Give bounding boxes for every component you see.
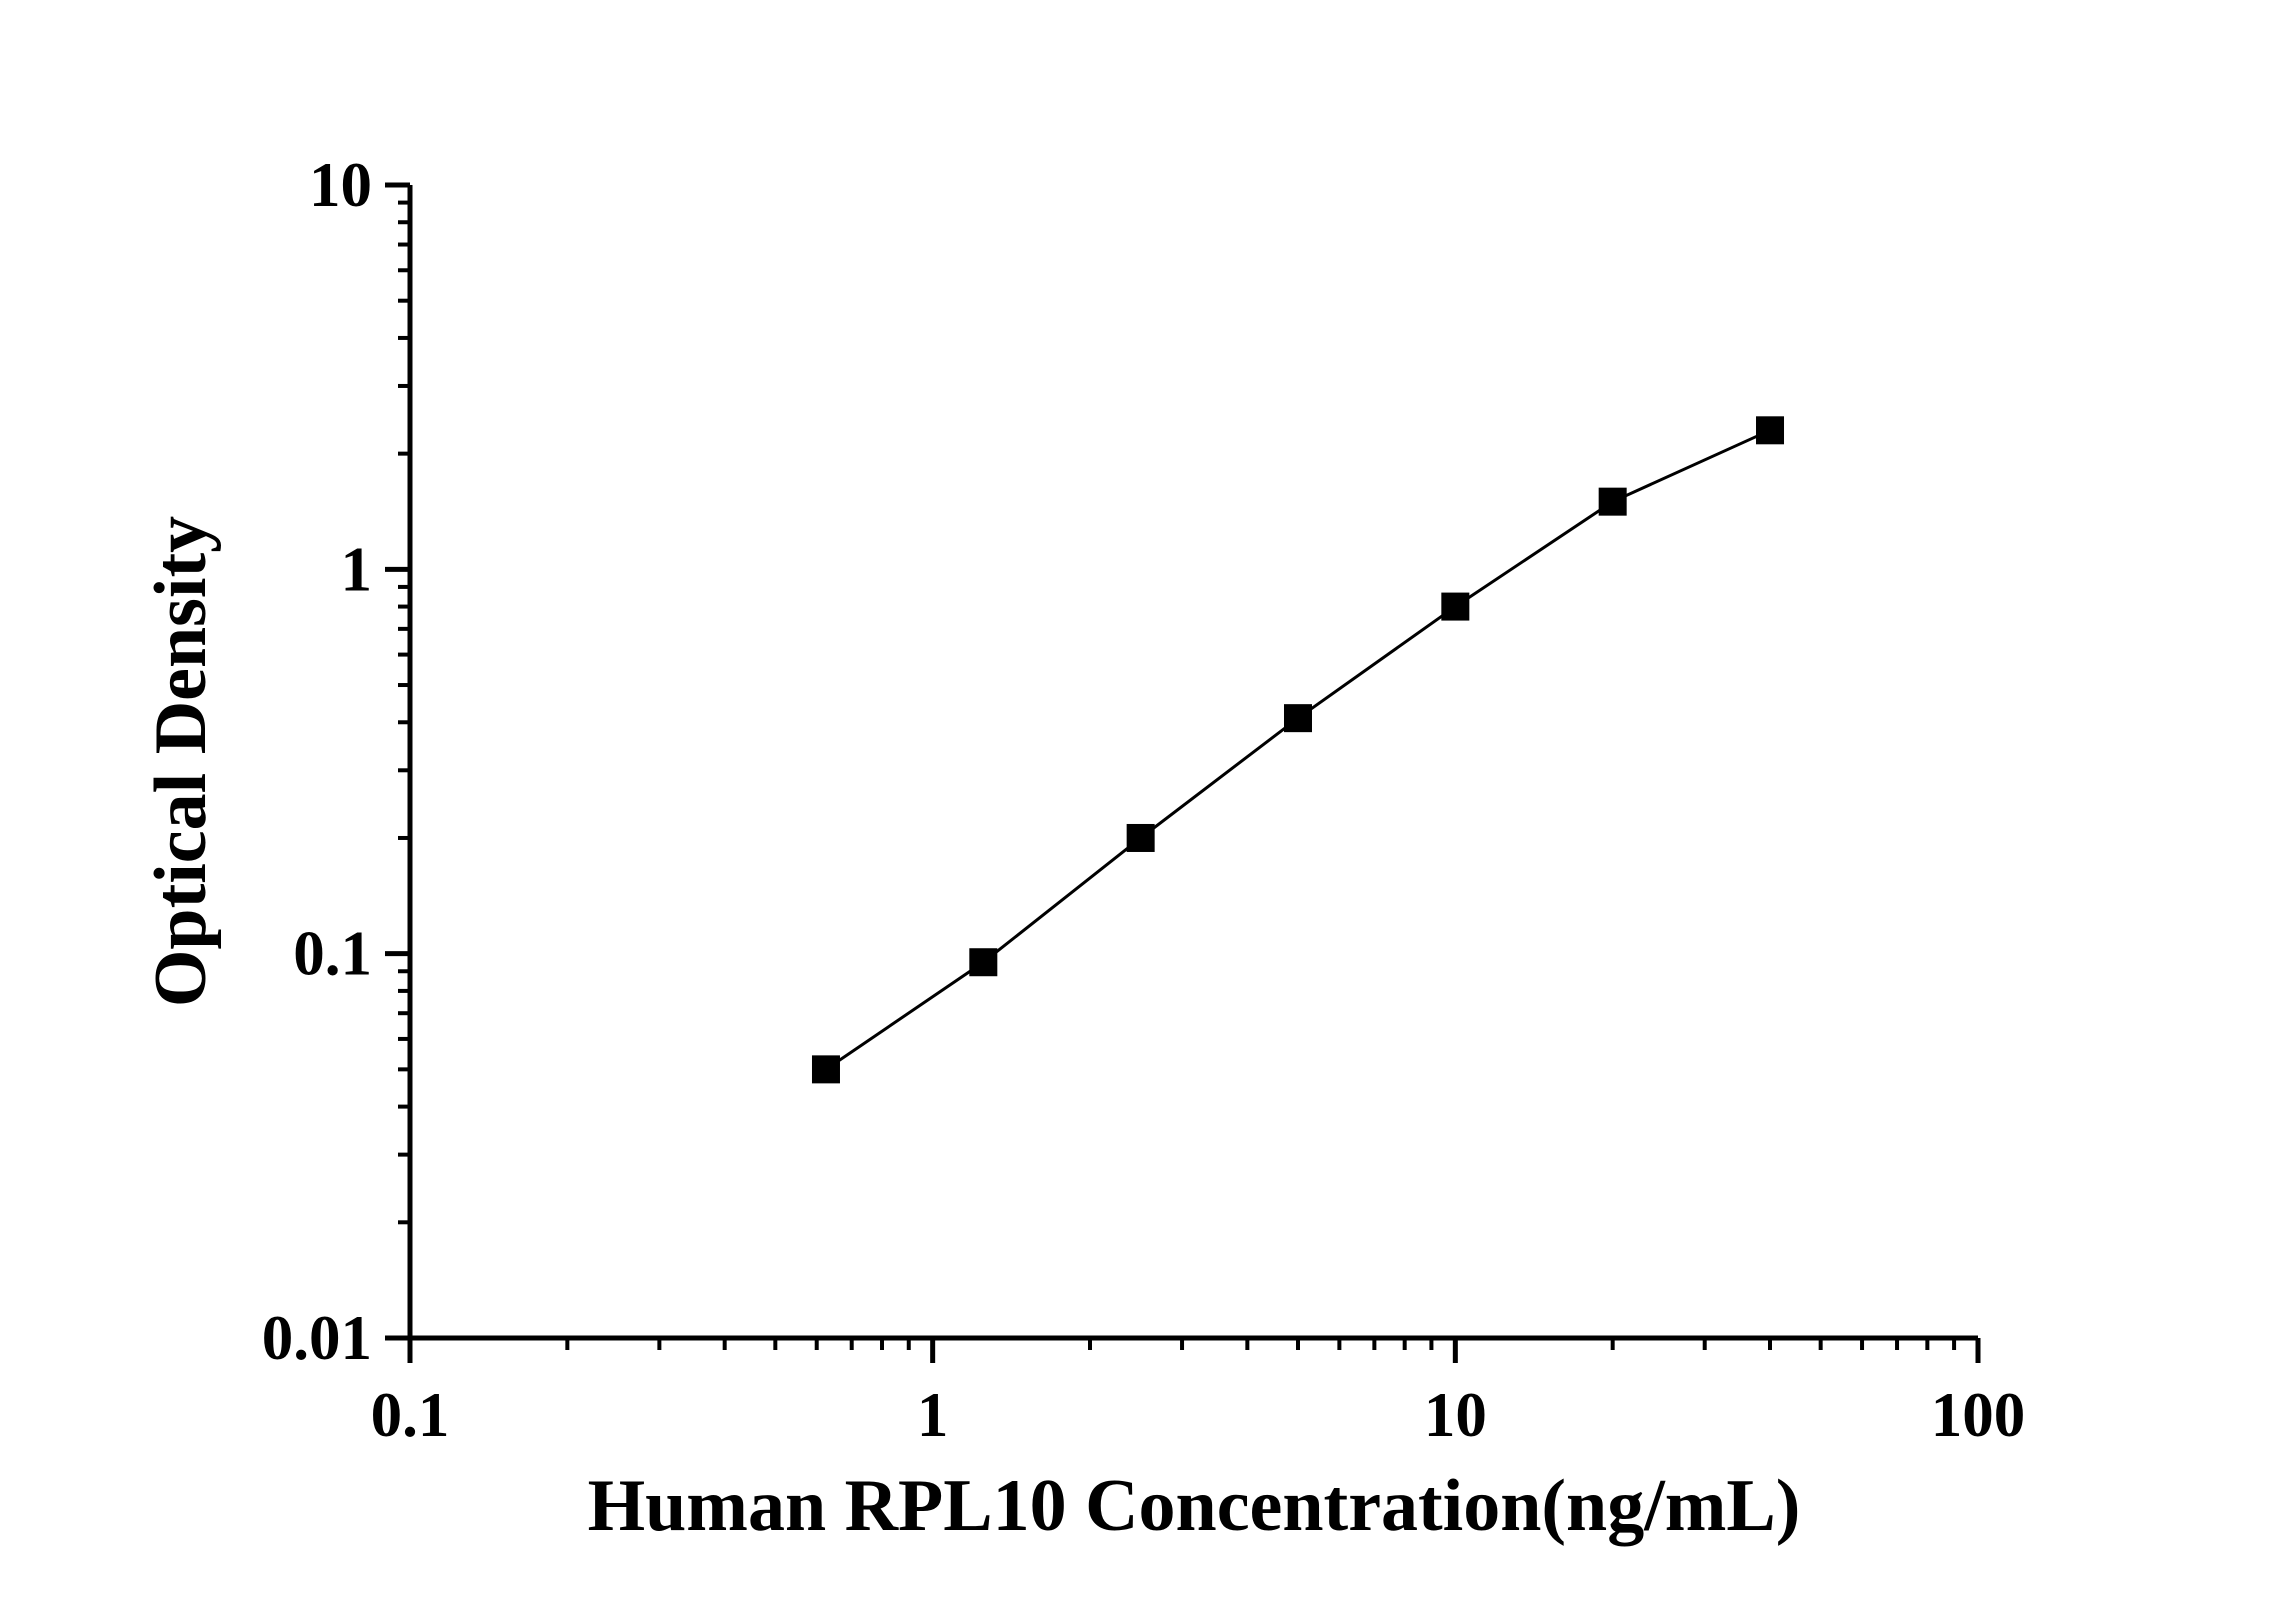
data-point-marker-0 [811,1055,840,1084]
data-point-marker-3 [1283,704,1312,733]
x-axis-tick-label: 10 [1424,1380,1487,1450]
y-axis-tick-label: 1 [341,534,373,604]
data-point-marker-2 [1126,823,1155,852]
x-axis-title: Human RPL10 Concentration(ng/mL) [588,1465,1801,1547]
x-axis-tick-label: 1 [917,1380,949,1450]
data-point-marker-5 [1598,487,1627,516]
x-axis-tick-label: 100 [1931,1380,2026,1450]
standard-curve-line [825,428,1771,1071]
data-point-marker-1 [969,948,998,977]
data-point-marker-4 [1441,592,1470,621]
y-axis-title: Optical Density [140,516,222,1007]
y-axis-tick-label: 10 [309,150,372,220]
y-axis-tick-label: 0.01 [262,1303,372,1373]
data-point-marker-6 [1756,416,1785,445]
y-axis-tick-label: 0.1 [293,919,372,989]
x-axis-tick-label: 0.1 [371,1380,450,1450]
